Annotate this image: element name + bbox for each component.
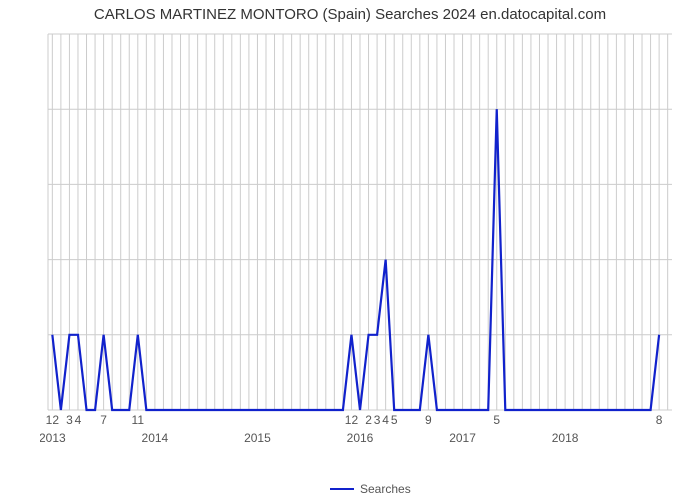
svg-text:12: 12 — [46, 413, 60, 427]
svg-text:2014: 2014 — [142, 431, 169, 445]
legend-label: Searches — [360, 482, 411, 496]
svg-text:2016: 2016 — [347, 431, 374, 445]
svg-text:2013: 2013 — [40, 431, 66, 445]
legend: Searches — [330, 482, 411, 496]
svg-text:2: 2 — [365, 413, 372, 427]
svg-text:5: 5 — [391, 413, 398, 427]
chart-svg: 0123452013201420152016201720181234711122… — [40, 30, 680, 450]
svg-text:5: 5 — [493, 413, 500, 427]
svg-text:2015: 2015 — [244, 431, 271, 445]
svg-text:9: 9 — [425, 413, 432, 427]
chart-plot-area: 0123452013201420152016201720181234711122… — [40, 30, 680, 450]
svg-text:2018: 2018 — [552, 431, 579, 445]
svg-text:3: 3 — [374, 413, 381, 427]
svg-text:4: 4 — [75, 413, 82, 427]
svg-text:12: 12 — [345, 413, 359, 427]
svg-text:2017: 2017 — [449, 431, 476, 445]
svg-text:4: 4 — [382, 413, 389, 427]
svg-text:7: 7 — [100, 413, 107, 427]
chart-title: CARLOS MARTINEZ MONTORO (Spain) Searches… — [0, 6, 700, 23]
legend-swatch — [330, 488, 354, 490]
svg-text:8: 8 — [656, 413, 663, 427]
svg-text:11: 11 — [132, 413, 145, 427]
svg-text:3: 3 — [66, 413, 73, 427]
